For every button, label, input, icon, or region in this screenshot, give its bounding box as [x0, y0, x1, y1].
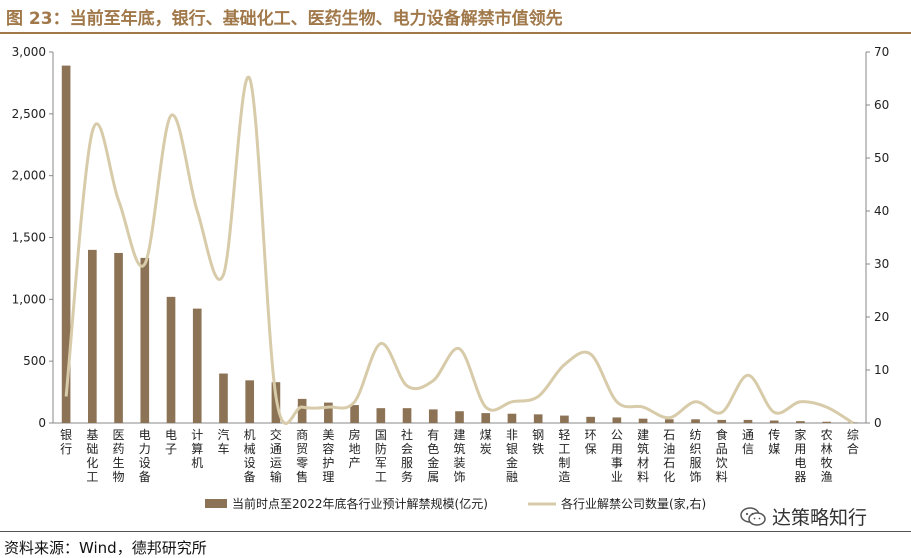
x-tick-label: 房地产 — [349, 427, 361, 470]
bar — [219, 374, 228, 423]
line-series-path — [66, 77, 853, 423]
bar — [376, 408, 385, 423]
x-tick-label: 电力设备 — [139, 428, 151, 484]
x-tick-label: 汽车 — [217, 427, 229, 456]
x-tick-label: 纺织服饰 — [690, 428, 702, 484]
x-tick-label: 综合 — [847, 428, 859, 456]
x-tick-label: 食品饮料 — [716, 427, 728, 484]
right-tick-label: 10 — [874, 363, 889, 377]
bar — [534, 414, 543, 423]
wechat-icon — [740, 507, 766, 527]
bar — [639, 419, 648, 423]
chart-title: 图 23：当前至年底，银行、基础化工、医药生物、电力设备解禁市值领先 — [6, 4, 563, 29]
watermark-text: 达策略知行 — [772, 503, 867, 530]
right-tick-label: 0 — [874, 416, 882, 430]
bar — [350, 405, 359, 423]
bar — [403, 408, 412, 423]
bar — [455, 411, 464, 423]
x-tick-label: 有色金属 — [427, 428, 439, 484]
bar — [586, 417, 595, 423]
left-tick-label: 2,000 — [12, 169, 46, 183]
x-tick-label: 计算机 — [191, 428, 203, 470]
bar — [508, 414, 517, 423]
x-tick-label: 通信 — [742, 428, 754, 456]
bar — [298, 399, 307, 423]
left-tick-label: 1,500 — [12, 231, 46, 245]
x-tick-label: 建筑材料 — [637, 428, 649, 484]
left-tick-label: 1,000 — [12, 292, 46, 306]
x-tick-label: 传媒 — [768, 427, 780, 456]
x-tick-label: 非银金融 — [506, 428, 518, 484]
x-tick-label: 银行 — [60, 428, 72, 456]
bar-line-chart: 0 500 1,000 1,500 2,000 2,500 3,000 0 10 20 30 40 50… — [0, 34, 911, 531]
right-tick-label: 20 — [874, 310, 889, 324]
footer-divider — [0, 531, 911, 532]
x-tick-label: 钢铁 — [532, 428, 544, 456]
right-tick-label: 50 — [874, 151, 889, 165]
x-tick-label: 公用事业 — [611, 428, 623, 484]
x-tick-label: 商贸零售 — [296, 427, 308, 484]
bar — [717, 420, 726, 423]
right-tick-label: 70 — [874, 45, 889, 59]
x-tick-label: 建筑装饰 — [453, 428, 465, 484]
bar — [796, 421, 805, 423]
x-tick-label: 环保 — [585, 428, 597, 456]
x-tick-label: 机械设备 — [244, 428, 256, 484]
bar — [744, 420, 753, 423]
bar — [560, 416, 569, 423]
x-tick-label: 石油石化 — [663, 428, 675, 484]
left-tick-label: 3,000 — [12, 45, 46, 59]
x-tick-label: 医药生物 — [113, 428, 125, 484]
x-tick-label: 基础化工 — [86, 428, 98, 484]
x-tick-label: 国防军工 — [375, 428, 387, 484]
bar — [481, 413, 490, 423]
source-note: 资料来源：Wind，德邦研究所 — [4, 537, 207, 558]
right-tick-label: 40 — [874, 204, 889, 218]
x-tick-label: 美容护理 — [322, 428, 334, 484]
left-tick-label: 2,500 — [12, 107, 46, 121]
x-tick-label: 煤炭 — [480, 428, 492, 456]
line-series — [66, 77, 853, 423]
bar — [691, 419, 700, 423]
right-tick-label: 60 — [874, 98, 889, 112]
bar — [167, 297, 176, 423]
chart-legend: 当前时点至2022年底各行业预计解禁规模(亿元) 各行业解禁公司数量(家,右) — [205, 496, 706, 511]
bar — [822, 422, 831, 423]
x-tick-label: 农林牧渔 — [821, 428, 833, 484]
bar — [613, 417, 622, 423]
x-tick-label: 电子 — [165, 428, 177, 456]
x-tick-label: 轻工制造 — [558, 428, 570, 484]
bar-series — [62, 66, 857, 423]
x-tick-label: 社会服务 — [401, 427, 413, 484]
left-tick-label: 500 — [23, 354, 46, 368]
bar — [429, 409, 438, 423]
bar — [245, 380, 254, 423]
bar — [114, 253, 123, 423]
bar — [665, 419, 674, 423]
x-tick-label: 交通运输 — [270, 427, 282, 484]
bar — [770, 421, 779, 423]
legend-bar-swatch — [205, 499, 227, 508]
right-tick-label: 30 — [874, 257, 889, 271]
x-tick-label: 家用电器 — [794, 427, 806, 484]
watermark: 达策略知行 — [740, 503, 867, 530]
bar — [140, 258, 149, 423]
bar — [88, 250, 97, 423]
bar — [193, 309, 202, 423]
legend-line-label: 各行业解禁公司数量(家,右) — [561, 496, 706, 511]
legend-bar-label: 当前时点至2022年底各行业预计解禁规模(亿元) — [232, 496, 488, 511]
left-tick-label: 0 — [38, 416, 46, 430]
x-axis-labels: 银行 基础化工 医药生物 电力设备 电子 计算机 汽车 机械设备 交通运输 商贸零售 美容护理 房地产… — [60, 427, 859, 484]
